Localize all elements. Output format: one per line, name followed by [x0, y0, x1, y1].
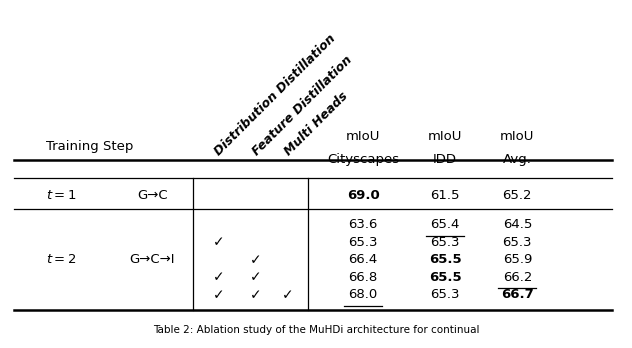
Text: ✓: ✓: [250, 270, 262, 284]
Text: Cityscapes: Cityscapes: [327, 153, 399, 166]
Text: 65.3: 65.3: [502, 236, 532, 249]
Text: ✓: ✓: [250, 253, 262, 267]
Text: ✓: ✓: [212, 235, 224, 249]
Text: $t=2$: $t=2$: [46, 253, 76, 266]
Text: 66.4: 66.4: [349, 253, 378, 266]
Text: Distribution Distillation: Distribution Distillation: [212, 32, 339, 158]
Text: ✓: ✓: [250, 288, 262, 302]
Text: 63.6: 63.6: [348, 218, 378, 231]
Text: Multi Heads: Multi Heads: [282, 89, 350, 158]
Text: 65.9: 65.9: [502, 253, 532, 266]
Text: ✓: ✓: [212, 270, 224, 284]
Text: G→C→I: G→C→I: [130, 253, 175, 266]
Text: 61.5: 61.5: [430, 189, 459, 202]
Text: 66.2: 66.2: [502, 271, 532, 284]
Text: 65.5: 65.5: [428, 271, 461, 284]
Text: 65.3: 65.3: [430, 236, 459, 249]
Text: 64.5: 64.5: [502, 218, 532, 231]
Text: IDD: IDD: [433, 153, 457, 166]
Text: Table 2: Ablation study of the MuHDi architecture for continual: Table 2: Ablation study of the MuHDi arc…: [153, 325, 479, 335]
Text: mIoU: mIoU: [346, 130, 380, 143]
Text: ✓: ✓: [282, 288, 293, 302]
Text: 65.5: 65.5: [428, 253, 461, 266]
Text: Feature Distillation: Feature Distillation: [250, 53, 355, 158]
Text: 65.2: 65.2: [502, 189, 532, 202]
Text: 66.8: 66.8: [349, 271, 378, 284]
Text: 69.0: 69.0: [347, 189, 380, 202]
Text: Training Step: Training Step: [46, 140, 133, 153]
Text: ✓: ✓: [212, 288, 224, 302]
Text: mIoU: mIoU: [428, 130, 462, 143]
Text: 65.3: 65.3: [348, 236, 378, 249]
Text: 68.0: 68.0: [349, 288, 378, 301]
Text: Avg.: Avg.: [503, 153, 532, 166]
Text: mIoU: mIoU: [500, 130, 535, 143]
Text: G→C: G→C: [137, 189, 167, 202]
Text: $t=1$: $t=1$: [46, 189, 76, 202]
Text: 65.4: 65.4: [430, 218, 459, 231]
Text: 66.7: 66.7: [501, 288, 534, 301]
Text: 65.3: 65.3: [430, 288, 459, 301]
